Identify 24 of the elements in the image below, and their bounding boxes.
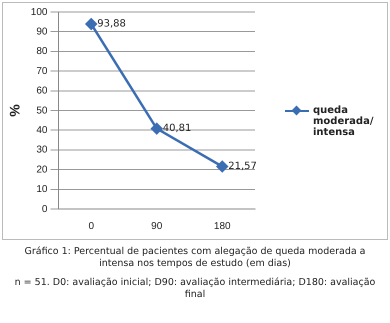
y-tick-label: 70	[36, 66, 48, 77]
point	[85, 18, 97, 30]
point	[150, 122, 162, 134]
x-tick-label: 180	[214, 220, 232, 232]
data-label: 21,57	[228, 161, 257, 172]
y-tick-label: 10	[36, 184, 48, 196]
text: Gráfico 1: Percentual de pacientes com alegação de queda moderada a intensa nos tempos de estudo (em dias)	[23, 246, 367, 271]
y-tick-label: 90	[36, 26, 48, 38]
y-axis-title: %	[6, 104, 22, 117]
y-tick-label: 20	[36, 164, 48, 176]
point	[216, 160, 228, 172]
y-tick-label: 0	[42, 204, 48, 215]
text: n = 51. D0: avaliação inicial; D90: avaliação intermediária; D180: avaliação final	[14, 276, 376, 302]
y-tick-label: 60	[36, 86, 48, 97]
x-tick-label: 0	[88, 220, 94, 232]
legend-label: queda moderada/ intensa	[313, 104, 374, 138]
x-tick-label: 90	[151, 220, 163, 232]
data-label: 93,88	[97, 18, 126, 30]
y-tick-label: 40	[36, 124, 48, 136]
y-tick-label: 80	[36, 46, 48, 58]
y-tick-label: 30	[36, 144, 48, 156]
y-tick-label: 50	[36, 105, 48, 116]
data-label: 40,81	[162, 123, 192, 134]
y-tick-label: 100	[30, 6, 48, 18]
